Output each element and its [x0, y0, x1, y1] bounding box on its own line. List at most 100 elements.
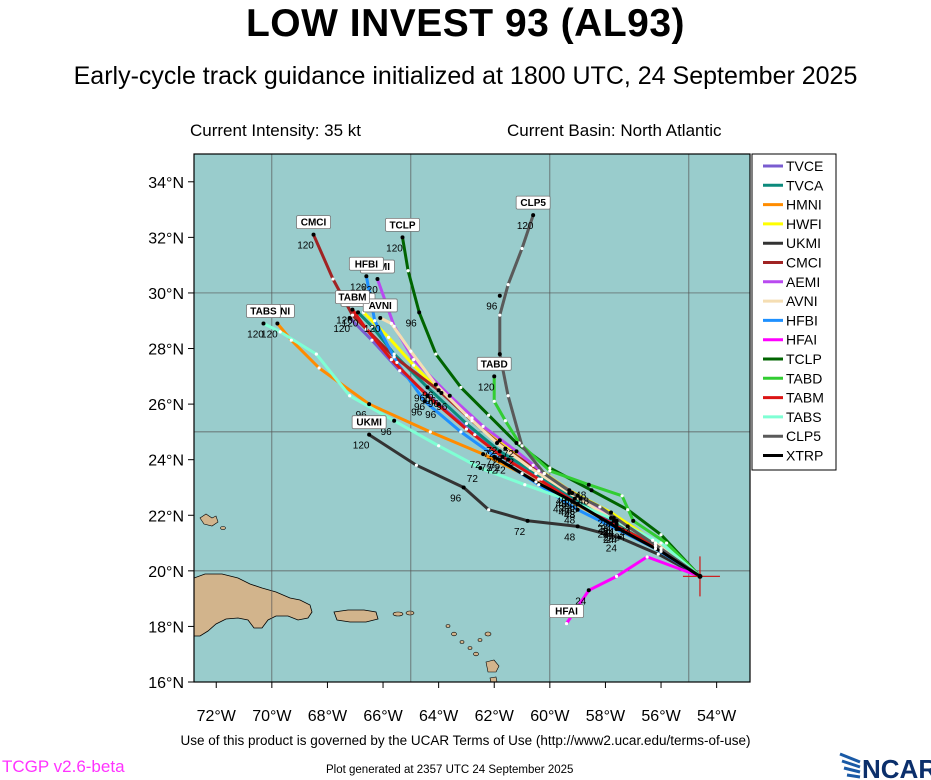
forecast-hour-label: 48: [575, 491, 587, 502]
forecast-hour-label: 24: [614, 532, 626, 543]
forecast-hour-dot: [609, 510, 613, 515]
forecast-hour-dot: [492, 374, 497, 379]
forecast-hour-label: 120: [517, 221, 534, 232]
forecast-hour-label: 120: [261, 330, 278, 341]
track-point: [498, 313, 502, 317]
forecast-hour-label: 96: [381, 427, 393, 438]
forecast-hour-label: 48: [559, 507, 571, 518]
forecast-hour-dot: [614, 521, 619, 526]
forecast-hour-dot: [503, 446, 508, 451]
forecast-hour-label: 24: [606, 543, 618, 554]
legend-label-tvca: TVCA: [786, 177, 824, 193]
forecast-hour-label: 120: [386, 243, 403, 254]
forecast-hour-label: 120: [361, 285, 378, 296]
forecast-hour-dot: [567, 488, 572, 493]
forecast-hour-labels: 24 48 72 96 120 24 48 72 96 120 24 48 72 96 120 24 48 72 9…: [247, 213, 636, 607]
forecast-hour-label: 120: [364, 324, 381, 335]
forecast-hour-label: 96: [428, 399, 440, 410]
track-point: [470, 419, 474, 423]
forecast-hour-label: 72: [514, 527, 526, 538]
model-tag-label: CLP5: [520, 198, 546, 209]
forecast-hour-label: 96: [406, 318, 418, 329]
forecast-hour-dot: [364, 274, 369, 279]
forecast-hour-label: 72: [481, 463, 493, 474]
track-point: [481, 424, 485, 428]
track-point: [289, 338, 293, 342]
lat-tick-label: 28°N: [148, 342, 184, 359]
track-point: [620, 494, 624, 498]
lon-tick-label: 70°W: [252, 708, 292, 725]
forecast-hour-dot: [575, 493, 580, 498]
model-tag-label: TCLP: [389, 220, 415, 231]
model-tag-tclp: TCLP: [385, 217, 420, 232]
model-tag-avni: AVNI: [362, 298, 398, 313]
track-point: [350, 313, 355, 317]
legend-label-hwfi: HWFI: [786, 216, 822, 232]
latitude-axis: 16°N 18°N 20°N 22°N 24°N 26°N 28°N 30°N 32°N 34°N: [148, 175, 194, 692]
track-point: [492, 399, 496, 403]
forecast-hour-dot: [275, 321, 280, 326]
legend-label-cmci: CMCI: [786, 255, 822, 271]
forecast-hour-dot: [631, 518, 636, 523]
forecast-hour-label: 120: [342, 318, 359, 329]
forecast-hour-dot: [425, 385, 430, 390]
generated-time: Plot generated at 2357 UTC 24 September …: [326, 764, 574, 776]
track-point: [528, 466, 532, 470]
track-point: [659, 541, 663, 545]
lon-tick-label: 56°W: [641, 708, 681, 725]
terms-of-use: Use of this product is governed by the U…: [180, 733, 751, 748]
forecast-hour-dot: [367, 402, 372, 407]
forecast-hour-label: 24: [575, 596, 587, 607]
lat-tick-label: 18°N: [148, 619, 184, 636]
track-point: [653, 544, 658, 548]
version-label: TCGP v2.6-beta: [2, 757, 125, 776]
forecast-hour-label: 72: [483, 449, 495, 460]
model-tag-label: HFBI: [355, 259, 379, 270]
forecast-hour-label: 48: [556, 499, 568, 510]
track-point: [537, 477, 541, 481]
track-point: [392, 352, 396, 356]
forecast-hour-dot: [375, 277, 380, 282]
forecast-hour-label: 120: [350, 282, 367, 293]
forecast-hour-label: 72: [503, 457, 515, 468]
model-tag-label: HFAI: [555, 607, 578, 618]
forecast-hour-label: 24: [620, 527, 632, 538]
track-point: [398, 369, 402, 373]
model-tag-label: CMCI: [301, 218, 327, 229]
turks-islands: [199, 513, 219, 527]
forecast-hour-dot: [497, 438, 502, 443]
forecast-hour-dot: [614, 518, 619, 523]
model-tag-tabs: TABS: [246, 304, 281, 318]
track-point: [406, 269, 410, 273]
forecast-hour-label: 24: [597, 518, 609, 529]
forecast-hour-label: 96: [486, 302, 498, 313]
track-point: [517, 441, 521, 445]
current-basin: Current Basin: North Atlantic: [507, 121, 722, 140]
forecast-hour-label: 24: [603, 535, 615, 546]
legend-label-tabm: TABM: [786, 390, 824, 406]
map-frame: [193, 153, 751, 683]
forecast-hour-label: 48: [578, 496, 590, 507]
track-point: [659, 547, 663, 551]
track-point: [645, 555, 649, 559]
forecast-hour-dot: [578, 496, 583, 501]
forecast-hour-label: 24: [603, 532, 615, 543]
legend-label-tabs: TABS: [786, 409, 822, 425]
track-point: [314, 352, 318, 356]
forecast-hour-label: 120: [353, 441, 370, 452]
model-tag-tabd: TABD: [476, 356, 512, 371]
forecast-hour-label: 96: [425, 396, 437, 407]
track-point: [531, 463, 535, 467]
current-position-dot: [697, 573, 703, 579]
forecast-hour-dot: [609, 516, 613, 521]
forecast-hour-label: 72: [492, 455, 504, 466]
forecast-hour-dot: [433, 382, 438, 387]
track-point: [656, 552, 660, 556]
forecast-hour-dot: [564, 496, 569, 501]
forecast-hour-label: 72: [486, 457, 498, 468]
forecast-hour-dot: [611, 516, 616, 521]
track-point: [614, 574, 619, 579]
track-point: [542, 471, 546, 476]
forecast-hour-dot: [436, 388, 441, 393]
forecast-hour-dot: [531, 213, 536, 218]
